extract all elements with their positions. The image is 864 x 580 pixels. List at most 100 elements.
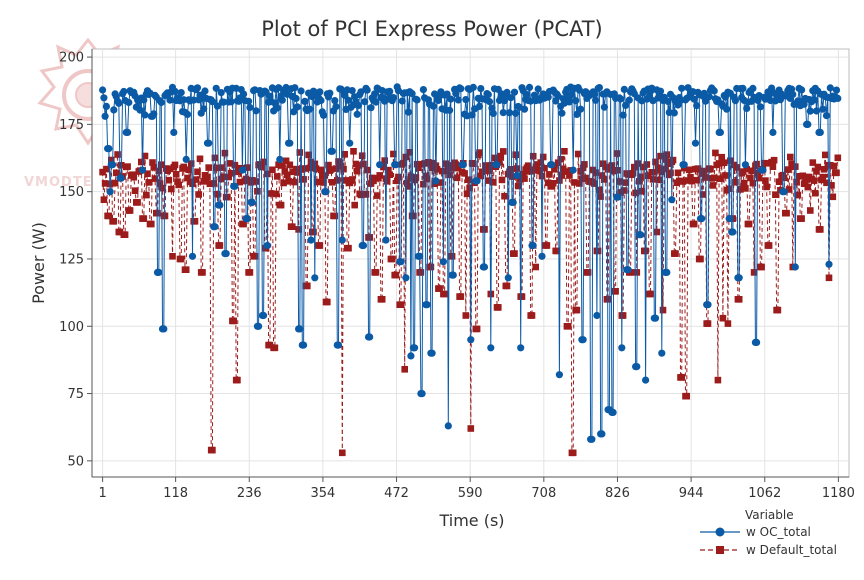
data-point bbox=[319, 111, 328, 119]
data-point bbox=[380, 163, 387, 171]
data-point bbox=[188, 252, 197, 260]
data-point bbox=[397, 301, 405, 308]
data-point bbox=[804, 183, 812, 191]
data-point bbox=[141, 152, 149, 160]
data-point bbox=[372, 269, 380, 276]
data-point bbox=[423, 301, 431, 309]
data-point bbox=[151, 175, 159, 182]
data-point bbox=[724, 320, 732, 327]
data-point bbox=[739, 84, 747, 92]
data-point bbox=[230, 317, 237, 325]
data-point bbox=[235, 168, 242, 176]
data-point bbox=[155, 268, 163, 276]
data-point bbox=[814, 163, 822, 171]
data-point bbox=[715, 160, 723, 167]
legend-title: Variable bbox=[745, 508, 794, 522]
data-point bbox=[366, 234, 373, 241]
data-point bbox=[280, 179, 287, 187]
data-point bbox=[457, 293, 465, 300]
data-point bbox=[159, 184, 166, 192]
data-point bbox=[656, 87, 665, 95]
axes: 50 75 100 125 150 175 200 1 118 236 354 472 590 708 82… bbox=[59, 49, 855, 501]
data-point bbox=[822, 112, 831, 120]
data-point bbox=[307, 236, 315, 244]
data-point bbox=[795, 173, 803, 180]
data-point bbox=[532, 263, 539, 271]
data-point bbox=[613, 150, 621, 157]
data-point bbox=[389, 94, 397, 102]
data-point bbox=[704, 301, 712, 309]
data-point bbox=[353, 110, 361, 118]
data-point bbox=[584, 269, 592, 276]
data-point bbox=[477, 85, 485, 93]
data-point bbox=[469, 83, 477, 91]
data-point bbox=[284, 171, 291, 179]
x-tick-label: 1062 bbox=[748, 486, 781, 501]
data-point bbox=[213, 102, 221, 110]
data-point bbox=[753, 160, 760, 168]
data-point bbox=[101, 180, 109, 187]
data-point bbox=[317, 96, 325, 105]
data-point bbox=[480, 263, 489, 271]
data-point bbox=[633, 363, 641, 371]
data-point bbox=[401, 366, 408, 373]
data-point bbox=[357, 88, 365, 96]
data-point bbox=[402, 274, 410, 282]
data-point bbox=[536, 167, 543, 175]
data-point bbox=[519, 170, 527, 178]
data-point bbox=[116, 228, 124, 236]
data-point bbox=[254, 188, 261, 195]
data-point bbox=[462, 96, 470, 104]
data-point bbox=[594, 247, 602, 255]
data-point bbox=[616, 178, 623, 185]
data-point bbox=[656, 176, 663, 184]
data-point bbox=[370, 177, 377, 185]
data-point bbox=[390, 150, 397, 158]
data-point bbox=[360, 160, 367, 168]
data-point bbox=[579, 164, 587, 172]
data-point bbox=[573, 110, 581, 118]
data-point bbox=[293, 103, 301, 111]
legend-label-oc: w OC_total bbox=[746, 525, 811, 539]
data-point bbox=[272, 190, 280, 198]
data-point bbox=[495, 304, 502, 311]
data-point bbox=[113, 169, 120, 177]
data-point bbox=[593, 311, 601, 320]
data-point bbox=[553, 247, 561, 255]
data-point bbox=[317, 166, 325, 174]
data-point bbox=[275, 161, 282, 168]
data-point bbox=[813, 168, 820, 175]
data-point bbox=[300, 176, 307, 183]
data-point bbox=[578, 175, 586, 183]
data-point bbox=[688, 177, 695, 185]
data-point bbox=[264, 170, 271, 178]
data-point bbox=[117, 174, 125, 182]
data-point bbox=[822, 151, 829, 159]
data-point bbox=[462, 312, 470, 319]
x-tick-label: 1 bbox=[98, 486, 106, 501]
data-point bbox=[496, 158, 503, 166]
data-point bbox=[505, 109, 514, 117]
data-point bbox=[99, 168, 106, 176]
data-point bbox=[512, 109, 520, 117]
data-point bbox=[243, 215, 251, 223]
data-point bbox=[286, 139, 294, 147]
data-point bbox=[510, 88, 519, 96]
data-point bbox=[758, 263, 765, 271]
data-point bbox=[105, 212, 113, 220]
data-point bbox=[575, 86, 584, 94]
data-point bbox=[533, 161, 541, 168]
y-tick-label: 200 bbox=[59, 51, 84, 66]
data-point bbox=[753, 338, 761, 346]
data-point bbox=[663, 268, 671, 276]
data-point bbox=[637, 173, 644, 181]
data-point bbox=[467, 425, 475, 432]
data-point bbox=[653, 228, 661, 236]
data-point bbox=[357, 191, 365, 199]
data-point bbox=[418, 390, 426, 398]
data-point bbox=[413, 96, 421, 104]
data-point bbox=[170, 128, 178, 136]
data-point bbox=[500, 148, 507, 155]
data-point bbox=[346, 139, 354, 147]
